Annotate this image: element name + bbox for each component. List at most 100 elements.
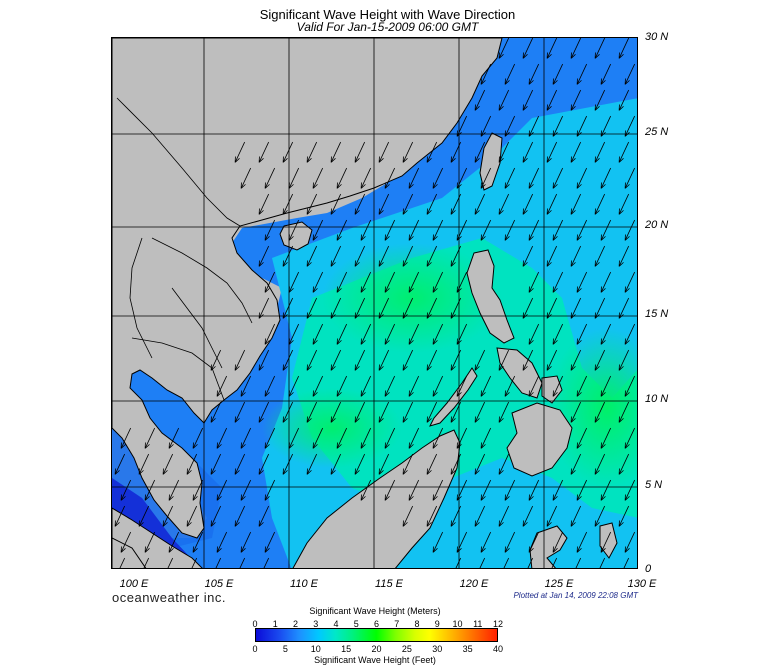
wave-arrow [499,505,510,526]
wave-arrow [553,271,564,292]
wave-arrow [217,375,228,396]
wave-arrow [403,401,414,422]
wave-arrow [601,375,612,396]
wave-arrow [625,115,636,136]
wave-arrow [529,167,540,188]
wave-arrow [599,557,606,568]
legend-feet-tick: 30 [432,644,443,654]
wave-arrow [143,557,150,568]
wave-arrow [235,401,246,422]
wave-arrow [169,531,180,552]
wave-arrow [499,193,510,214]
wave-arrow [553,531,564,552]
wave-arrow [551,557,558,568]
wave-arrow [529,271,540,292]
legend-meters-tick: 8 [414,619,420,629]
lon-label: 100 E [119,578,149,590]
wave-arrow [575,557,582,568]
wave-arrow [427,401,438,422]
wave-arrow [625,323,636,344]
wave-arrow [475,89,486,110]
wave-arrow [619,297,630,318]
wave-height-colorbar [255,628,498,642]
wave-arrow [505,115,516,136]
legend-feet-tick: 10 [310,644,321,654]
wave-arrow [503,557,510,568]
wave-arrow [601,63,612,84]
wave-arrow [571,349,582,370]
wave-arrow [217,531,228,552]
wave-arrow [427,141,438,162]
lon-label: 125 E [544,578,574,590]
wave-arrow [547,193,558,214]
wave-arrow [361,271,372,292]
wave-arrow [187,453,198,474]
wave-arrow [385,219,396,240]
wave-arrow [115,453,126,474]
wave-arrow [571,245,582,266]
wave-arrow [427,297,438,318]
wave-arrow [211,453,222,474]
wave-arrow [451,505,462,526]
wave-arrow [265,479,276,500]
wave-arrow [595,38,606,58]
wave-arrow [283,349,294,370]
wave-arrow [337,323,348,344]
wave-arrow [385,427,396,448]
wave-arrow [167,557,174,568]
wave-arrow [475,141,486,162]
wave-arrow [481,219,492,240]
wave-arrow [577,375,588,396]
wave-arrow [283,401,294,422]
wave-arrow [457,167,468,188]
legend-feet-tick: 0 [252,644,258,654]
wave-arrow [475,349,486,370]
wave-arrow [385,375,396,396]
legend-meters-tick: 2 [292,619,298,629]
plotted-timestamp: Plotted at Jan 14, 2009 22:08 GMT [513,591,638,600]
wave-arrow [427,245,438,266]
wave-map-canvas [112,38,637,568]
wave-arrow [625,531,636,552]
wave-arrow [577,115,588,136]
wave-arrow [619,349,630,370]
wave-arrow [623,557,630,568]
wave-arrow [457,427,468,448]
wave-arrow [307,297,318,318]
wave-arrow [625,271,636,292]
wave-arrow [619,193,630,214]
wave-arrow [529,479,540,500]
wave-arrow [451,453,462,474]
lat-label: 20 N [645,219,669,231]
wave-arrow [241,375,252,396]
wave-arrow [601,531,612,552]
wave-arrow [145,531,156,552]
wave-arrow [241,427,252,448]
wave-arrow [265,219,276,240]
wave-arrow [475,505,486,526]
wave-arrow [595,453,606,474]
wave-arrow [187,505,198,526]
wave-arrow [403,453,414,474]
wave-arrow [307,401,318,422]
wave-map [111,37,638,569]
wave-arrow [547,245,558,266]
wave-arrow [577,271,588,292]
wave-arrow [403,193,414,214]
wave-arrow [169,479,180,500]
wave-arrow [571,89,582,110]
wave-arrow [259,401,270,422]
wave-arrow [361,323,372,344]
wave-arrow [121,479,132,500]
wave-arrow [331,349,342,370]
wave-arrow [553,323,564,344]
wave-arrow [355,349,366,370]
wave-arrow [523,245,534,266]
wave-arrow [625,479,636,500]
wave-arrow [499,453,510,474]
wave-arrow [505,63,516,84]
wave-arrow [595,141,606,162]
lat-label: 15 N [645,308,669,320]
wave-arrow [523,505,534,526]
wave-arrow [119,557,126,568]
